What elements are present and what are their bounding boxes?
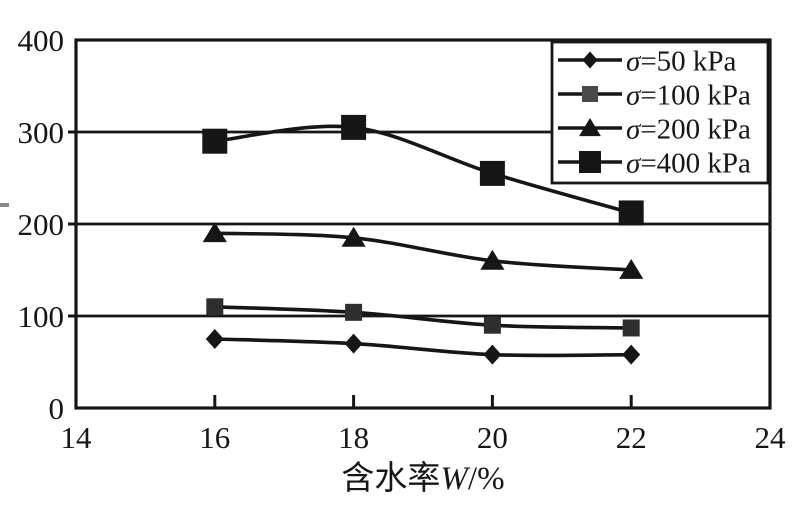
- legend-item-sigma-200-kpa: σ=200 kPa: [558, 113, 751, 145]
- y-tick-label-100: 100: [18, 299, 65, 334]
- legend-label-sigma-symbol: σ: [626, 79, 642, 111]
- x-tick-label-16: 16: [199, 420, 230, 455]
- marker-sigma-50-kpa-x16: [205, 329, 224, 349]
- marker-sigma-100-kpa-x16: [206, 298, 224, 316]
- marker-sigma-200-kpa-x22: [619, 258, 644, 279]
- legend-marker-sigma-400-kpa-icon: [579, 151, 601, 173]
- legend-label-sigma-100-kpa: σ=100 kPa: [626, 79, 751, 111]
- y-tick-label-300: 300: [18, 115, 65, 150]
- series-line-sigma-200-kpa: [213, 231, 633, 272]
- legend-label-sigma-symbol: σ: [626, 147, 642, 179]
- marker-sigma-400-kpa-x16: [202, 128, 228, 154]
- x-tick-label-20: 20: [477, 420, 508, 455]
- legend-label-value: =200 kPa: [640, 113, 751, 145]
- marker-sigma-400-kpa-x22: [618, 200, 644, 226]
- legend-label-sigma-50-kpa: σ=50 kPa: [626, 45, 737, 77]
- series-line-sigma-100-kpa: [213, 305, 633, 330]
- x-tick-label-18: 18: [338, 420, 369, 455]
- x-axis-title-prefix: 含水率: [341, 460, 440, 497]
- legend-label-sigma-symbol: σ: [626, 45, 642, 77]
- marker-sigma-100-kpa-x18: [345, 303, 363, 321]
- x-tick-label-24: 24: [755, 420, 787, 455]
- legend-label-sigma-200-kpa: σ=200 kPa: [626, 113, 751, 145]
- legend-marker-sigma-100-kpa-icon: [582, 86, 598, 102]
- legend-label-sigma-symbol: σ: [626, 113, 642, 145]
- marker-sigma-100-kpa-x22: [622, 319, 640, 337]
- x-axis-title: 含水率W/%: [341, 460, 504, 497]
- marker-sigma-50-kpa-x20: [483, 344, 502, 365]
- x-axis-title-suffix: /%: [468, 461, 505, 497]
- marker-sigma-200-kpa-x16: [202, 222, 227, 243]
- x-tick-label-14: 14: [61, 420, 93, 455]
- series-line-sigma-400-kpa: [213, 124, 633, 215]
- marker-sigma-50-kpa-x18: [344, 333, 363, 354]
- legend-label-value: =400 kPa: [640, 147, 751, 179]
- y-tick-label-200: 200: [18, 207, 65, 242]
- marker-sigma-200-kpa-x20: [480, 249, 505, 270]
- legend-marker-sigma-50-kpa-icon: [582, 51, 598, 69]
- marker-sigma-400-kpa-x20: [479, 160, 505, 186]
- y-tick-label-400: 400: [18, 23, 65, 58]
- legend-label-sigma-400-kpa: σ=400 kPa: [626, 147, 751, 179]
- marker-sigma-50-kpa-x22: [622, 344, 641, 365]
- legend-item-sigma-100-kpa: σ=100 kPa: [558, 79, 751, 111]
- legend-item-sigma-50-kpa: σ=50 kPa: [558, 45, 737, 77]
- series-line-sigma-50-kpa: [213, 337, 633, 358]
- legend-label-value: =100 kPa: [640, 79, 751, 111]
- legend-marker-sigma-200-kpa-icon: [579, 118, 601, 137]
- legend-label-value: =50 kPa: [640, 45, 736, 77]
- marker-sigma-100-kpa-x20: [483, 316, 501, 334]
- y-tick-label-0: 0: [49, 391, 65, 426]
- marker-sigma-200-kpa-x18: [341, 226, 366, 247]
- x-tick-label-22: 22: [616, 420, 647, 455]
- scan-artifact-mark: [0, 203, 9, 207]
- x-axis-title-variable: W: [440, 461, 470, 497]
- legend-item-sigma-400-kpa: σ=400 kPa: [558, 147, 751, 179]
- marker-sigma-400-kpa-x18: [341, 114, 367, 140]
